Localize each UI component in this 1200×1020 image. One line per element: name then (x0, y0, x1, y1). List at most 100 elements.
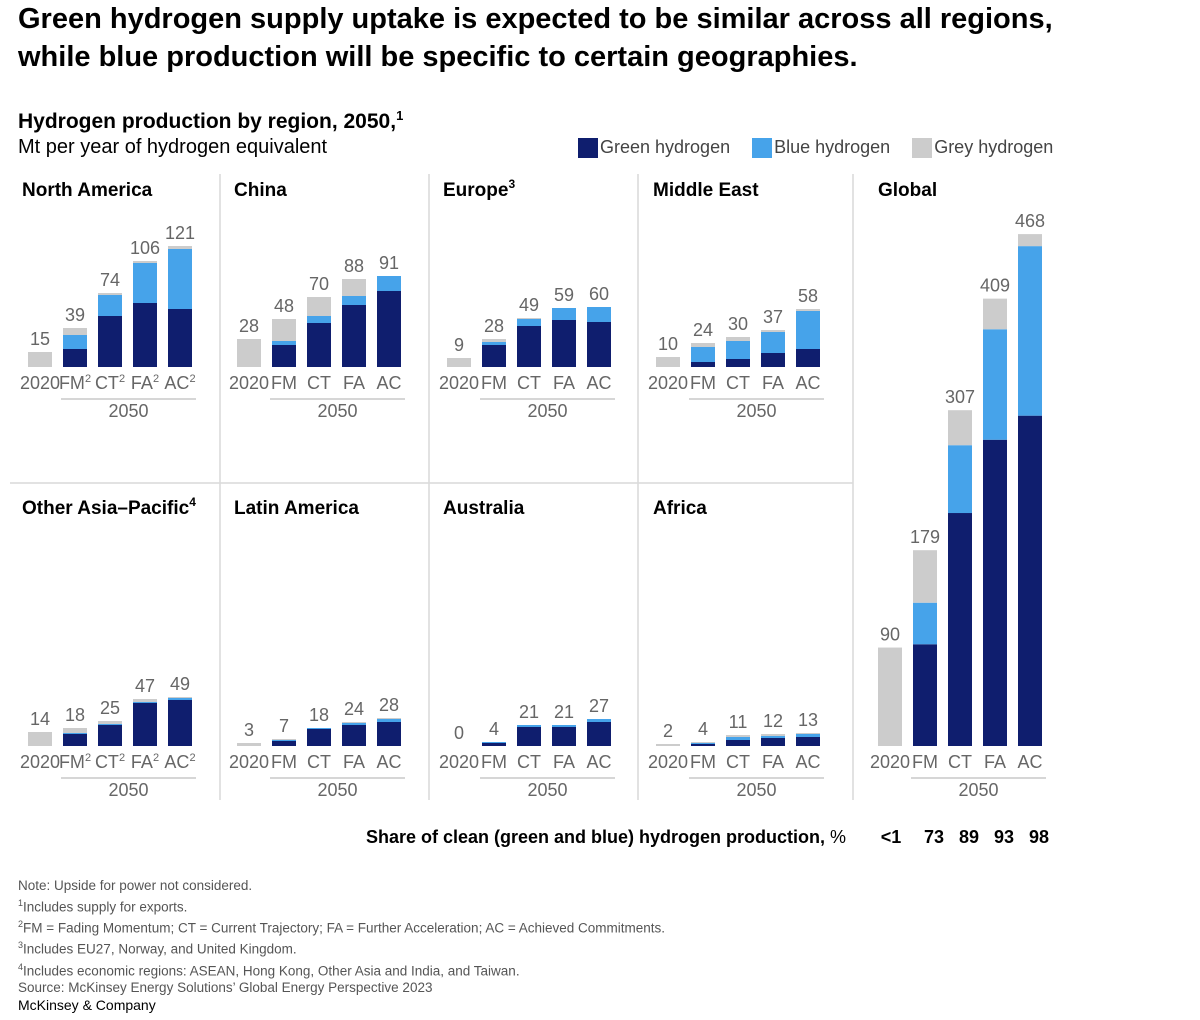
total-label-global-2020: 90 (880, 625, 900, 645)
bar-middle-east-ac-grey-hydrogen (796, 309, 820, 311)
clean-share-label-text: Share of clean (green and blue) hydrogen… (365, 827, 825, 847)
total-label-other-asia-pacific-fa: 47 (135, 676, 155, 696)
bar-other-asia-pacific-ct-blue-hydrogen (98, 724, 122, 725)
bar-europe-fm-grey-hydrogen (482, 339, 506, 342)
bar-china-ac-green-hydrogen (377, 291, 401, 367)
total-label-latin-america-fm: 7 (279, 716, 289, 736)
total-label-australia-ac: 27 (589, 696, 609, 716)
tick-label-africa-fa: FA (762, 752, 784, 772)
legend-swatch-green (578, 137, 598, 158)
bar-other-asia-pacific-fm-blue-hydrogen (63, 733, 87, 734)
total-label-europe-ct: 49 (519, 295, 539, 315)
bar-other-asia-pacific-ac-green-hydrogen (168, 700, 192, 746)
legend-label-grey: Grey hydrogen (934, 137, 1054, 157)
bar-africa-2020-grey-hydrogen (656, 744, 680, 746)
tick-label-other-asia-pacific-ac: AC2 (164, 752, 195, 772)
total-label-middle-east-ac: 58 (798, 286, 818, 306)
bar-china-ct-green-hydrogen (307, 323, 331, 367)
total-label-north-america-fm: 39 (65, 305, 85, 325)
headline-line-2: while blue production will be specific t… (18, 41, 858, 73)
bar-global-fm-grey-hydrogen (913, 550, 937, 603)
bar-africa-fa-blue-hydrogen (761, 736, 785, 738)
total-label-latin-america-2020: 3 (244, 720, 254, 740)
bar-middle-east-ac-blue-hydrogen (796, 311, 820, 349)
bar-australia-ct-green-hydrogen (517, 727, 541, 746)
clean-share-2020: <1 (880, 827, 902, 847)
total-label-global-fm: 179 (910, 527, 940, 547)
bar-latin-america-ac-green-hydrogen (377, 722, 401, 746)
tick-label-global-ac: AC (1017, 752, 1042, 772)
tick-label-middle-east-fa: FA (762, 373, 784, 393)
tick-label-middle-east-ac: AC (795, 373, 820, 393)
bar-middle-east-fa-blue-hydrogen (761, 332, 785, 353)
bar-global-fm-blue-hydrogen (913, 602, 937, 645)
bar-china-ct-grey-hydrogen (307, 297, 331, 316)
tick-label-latin-america-ct: CT (307, 752, 331, 772)
bar-global-ac-green-hydrogen (1018, 415, 1042, 746)
footnote-3: 3Includes EU27, Norway, and United Kingd… (18, 940, 297, 957)
tick-label-latin-america-fa: FA (343, 752, 365, 772)
bar-north-america-fa-grey-hydrogen (133, 261, 157, 263)
total-label-north-america-ac: 121 (165, 223, 195, 243)
bar-china-fa-blue-hydrogen (342, 296, 366, 305)
bar-global-ac-grey-hydrogen (1018, 234, 1042, 247)
bar-other-asia-pacific-fm-grey-hydrogen (63, 728, 87, 733)
bar-latin-america-ct-green-hydrogen (307, 729, 331, 746)
legend-item-grey: Grey hydrogen (912, 137, 1053, 158)
group-label-middle-east: 2050 (736, 401, 776, 421)
tick-label-australia-fa: FA (553, 752, 575, 772)
tick-label-north-america-fm: FM2 (59, 373, 91, 393)
bar-europe-ct-green-hydrogen (517, 326, 541, 367)
bar-north-america-fm-grey-hydrogen (63, 328, 87, 335)
tick-label-middle-east-fm: FM (690, 373, 716, 393)
panel-title-other-asia-pacific: Other Asia–Pacific4 (22, 495, 196, 519)
tick-label-europe-fm: FM (481, 373, 507, 393)
bar-africa-fa-green-hydrogen (761, 738, 785, 746)
group-label-australia: 2050 (527, 780, 567, 800)
total-label-other-asia-pacific-ct: 25 (100, 698, 120, 718)
clean-share-row: Share of clean (green and blue) hydrogen… (0, 827, 1200, 853)
tick-label-global-fa: FA (984, 752, 1006, 772)
bar-global-fa-blue-hydrogen (983, 329, 1007, 440)
bar-north-america-ct-green-hydrogen (98, 316, 122, 367)
group-label-china: 2050 (317, 401, 357, 421)
bar-middle-east-fm-blue-hydrogen (691, 347, 715, 362)
clean-share-ct: 89 (958, 827, 980, 847)
bar-north-america-2020-grey-hydrogen (28, 352, 52, 367)
bar-north-america-fa-blue-hydrogen (133, 263, 157, 303)
legend-item-blue: Blue hydrogen (752, 137, 890, 158)
bar-global-ct-green-hydrogen (948, 513, 972, 746)
bar-australia-fa-blue-hydrogen (552, 725, 576, 727)
chart-title: Hydrogen production by region, 2050, (18, 110, 397, 133)
bar-north-america-ac-blue-hydrogen (168, 249, 192, 309)
tick-label-other-asia-pacific-fa: FA2 (131, 752, 159, 772)
tick-label-global-ct: CT (948, 752, 972, 772)
bar-global-ct-grey-hydrogen (948, 410, 972, 446)
tick-label-other-asia-pacific-2020: 2020 (20, 752, 60, 772)
total-label-north-america-2020: 15 (30, 329, 50, 349)
bar-other-asia-pacific-ac-grey-hydrogen (168, 697, 192, 698)
footnote-1: 1Includes supply for exports. (18, 897, 188, 915)
headline-line-1: Green hydrogen supply uptake is expected… (18, 3, 1053, 35)
bar-europe-ac-blue-hydrogen (587, 307, 611, 322)
tick-label-middle-east-ct: CT (726, 373, 750, 393)
tick-label-global-2020: 2020 (870, 752, 910, 772)
legend-swatch-grey (912, 137, 933, 158)
tick-label-australia-ct: CT (517, 752, 541, 772)
total-label-middle-east-fm: 24 (693, 320, 713, 340)
tick-label-north-america-fa: FA2 (131, 373, 159, 393)
bar-china-fm-grey-hydrogen (272, 319, 296, 341)
tick-label-latin-america-ac: AC (376, 752, 401, 772)
total-label-africa-ct: 11 (729, 712, 748, 732)
group-label-other-asia-pacific: 2050 (108, 780, 148, 800)
panel-title-australia: Australia (443, 498, 525, 519)
tick-label-other-asia-pacific-fm: FM2 (59, 752, 91, 772)
tick-label-china-2020: 2020 (229, 373, 269, 393)
total-label-north-america-ct: 74 (100, 270, 120, 290)
bar-middle-east-fa-grey-hydrogen (761, 330, 785, 332)
total-label-africa-fm: 4 (698, 719, 708, 739)
chart-units: Mt per year of hydrogen equivalent (18, 136, 328, 158)
bar-middle-east-fa-green-hydrogen (761, 353, 785, 367)
footnotes: Note: Upside for power not considered. 1… (18, 878, 665, 997)
bar-middle-east-ac-green-hydrogen (796, 349, 820, 367)
